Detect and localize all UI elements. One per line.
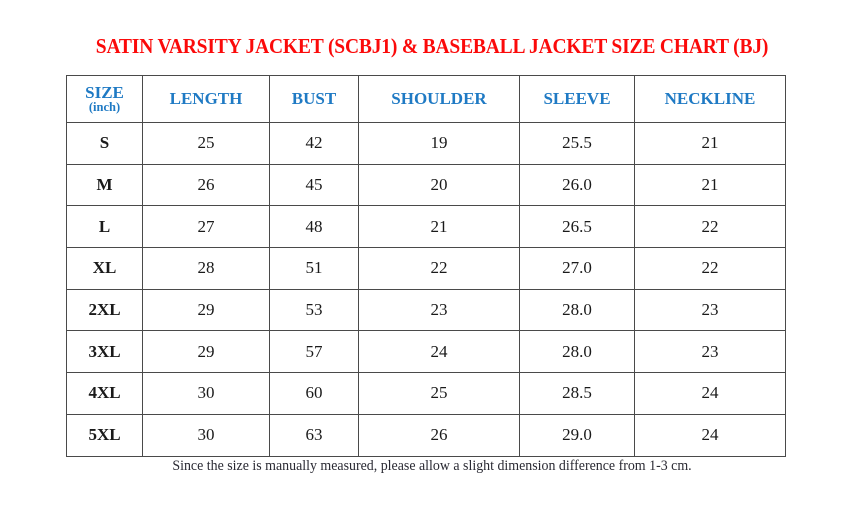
cell-shoulder: 25 <box>358 372 520 415</box>
cell-bust: 53 <box>269 288 359 332</box>
cell-size: 4XL <box>66 372 143 415</box>
cell-length: 28 <box>142 247 270 290</box>
page-title: SATIN VARSITY JACKET (SCBJ1) & BASEBALL … <box>95 34 769 58</box>
cell-size: M <box>66 163 143 207</box>
cell-size: 2XL <box>66 288 143 332</box>
cell-neckline: 22 <box>634 247 786 290</box>
column-header-sleeve: SLEEVE <box>519 75 635 123</box>
cell-sleeve: 29.0 <box>519 413 635 457</box>
table-row: 3XL 29 57 24 28.0 23 <box>66 330 786 374</box>
cell-sleeve: 28.0 <box>519 288 635 332</box>
measurement-disclaimer: Since the size is manually measured, ple… <box>172 458 692 474</box>
cell-sleeve: 27.0 <box>519 247 635 290</box>
table-row: L 27 48 21 26.5 22 <box>66 205 786 249</box>
table-row: XL 28 51 22 27.0 22 <box>66 247 786 290</box>
table-row: 5XL 30 63 26 29.0 24 <box>66 413 786 457</box>
column-header-size: SIZE (inch) <box>66 75 143 123</box>
cell-bust: 51 <box>269 247 359 290</box>
cell-neckline: 24 <box>634 413 786 457</box>
cell-sleeve: 28.5 <box>519 372 635 415</box>
cell-size: L <box>66 205 143 249</box>
cell-length: 29 <box>142 288 270 332</box>
column-header-bust: BUST <box>269 75 359 123</box>
cell-shoulder: 20 <box>358 163 520 207</box>
cell-shoulder: 21 <box>358 205 520 249</box>
cell-bust: 45 <box>269 163 359 207</box>
size-chart-table: SIZE (inch) LENGTH BUST SHOULDER SLEEVE … <box>66 75 786 457</box>
cell-neckline: 21 <box>634 122 786 165</box>
cell-bust: 60 <box>269 372 359 415</box>
cell-length: 30 <box>142 413 270 457</box>
cell-neckline: 24 <box>634 372 786 415</box>
column-header-size-main: SIZE <box>85 82 124 102</box>
cell-length: 26 <box>142 163 270 207</box>
table-row: S 25 42 19 25.5 21 <box>66 122 786 165</box>
table-row: 2XL 29 53 23 28.0 23 <box>66 288 786 332</box>
cell-neckline: 23 <box>634 288 786 332</box>
cell-length: 27 <box>142 205 270 249</box>
cell-shoulder: 22 <box>358 247 520 290</box>
size-table-container: SIZE (inch) LENGTH BUST SHOULDER SLEEVE … <box>66 75 786 457</box>
cell-bust: 42 <box>269 122 359 165</box>
column-header-length: LENGTH <box>142 75 270 123</box>
column-header-shoulder: SHOULDER <box>358 75 520 123</box>
cell-length: 29 <box>142 330 270 374</box>
cell-size: XL <box>66 247 143 290</box>
cell-length: 25 <box>142 122 270 165</box>
header-row: SIZE (inch) LENGTH BUST SHOULDER SLEEVE … <box>66 75 786 123</box>
cell-bust: 48 <box>269 205 359 249</box>
cell-shoulder: 23 <box>358 288 520 332</box>
table-header: SIZE (inch) LENGTH BUST SHOULDER SLEEVE … <box>66 75 786 123</box>
cell-shoulder: 26 <box>358 413 520 457</box>
table-row: 4XL 30 60 25 28.5 24 <box>66 372 786 415</box>
cell-size: 3XL <box>66 330 143 374</box>
cell-bust: 63 <box>269 413 359 457</box>
cell-sleeve: 28.0 <box>519 330 635 374</box>
cell-shoulder: 24 <box>358 330 520 374</box>
column-header-neckline: NECKLINE <box>634 75 786 123</box>
cell-sleeve: 26.0 <box>519 163 635 207</box>
cell-sleeve: 25.5 <box>519 122 635 165</box>
cell-length: 30 <box>142 372 270 415</box>
cell-neckline: 21 <box>634 163 786 207</box>
cell-bust: 57 <box>269 330 359 374</box>
cell-size: 5XL <box>66 413 143 457</box>
column-header-size-unit: (inch) <box>88 100 121 115</box>
cell-size: S <box>66 122 143 165</box>
table-body: S 25 42 19 25.5 21 M 26 45 20 26.0 21 L 27 48 21 26.5 22 X… <box>66 122 786 457</box>
cell-neckline: 23 <box>634 330 786 374</box>
cell-neckline: 22 <box>634 205 786 249</box>
table-row: M 26 45 20 26.0 21 <box>66 163 786 207</box>
cell-sleeve: 26.5 <box>519 205 635 249</box>
cell-shoulder: 19 <box>358 122 520 165</box>
